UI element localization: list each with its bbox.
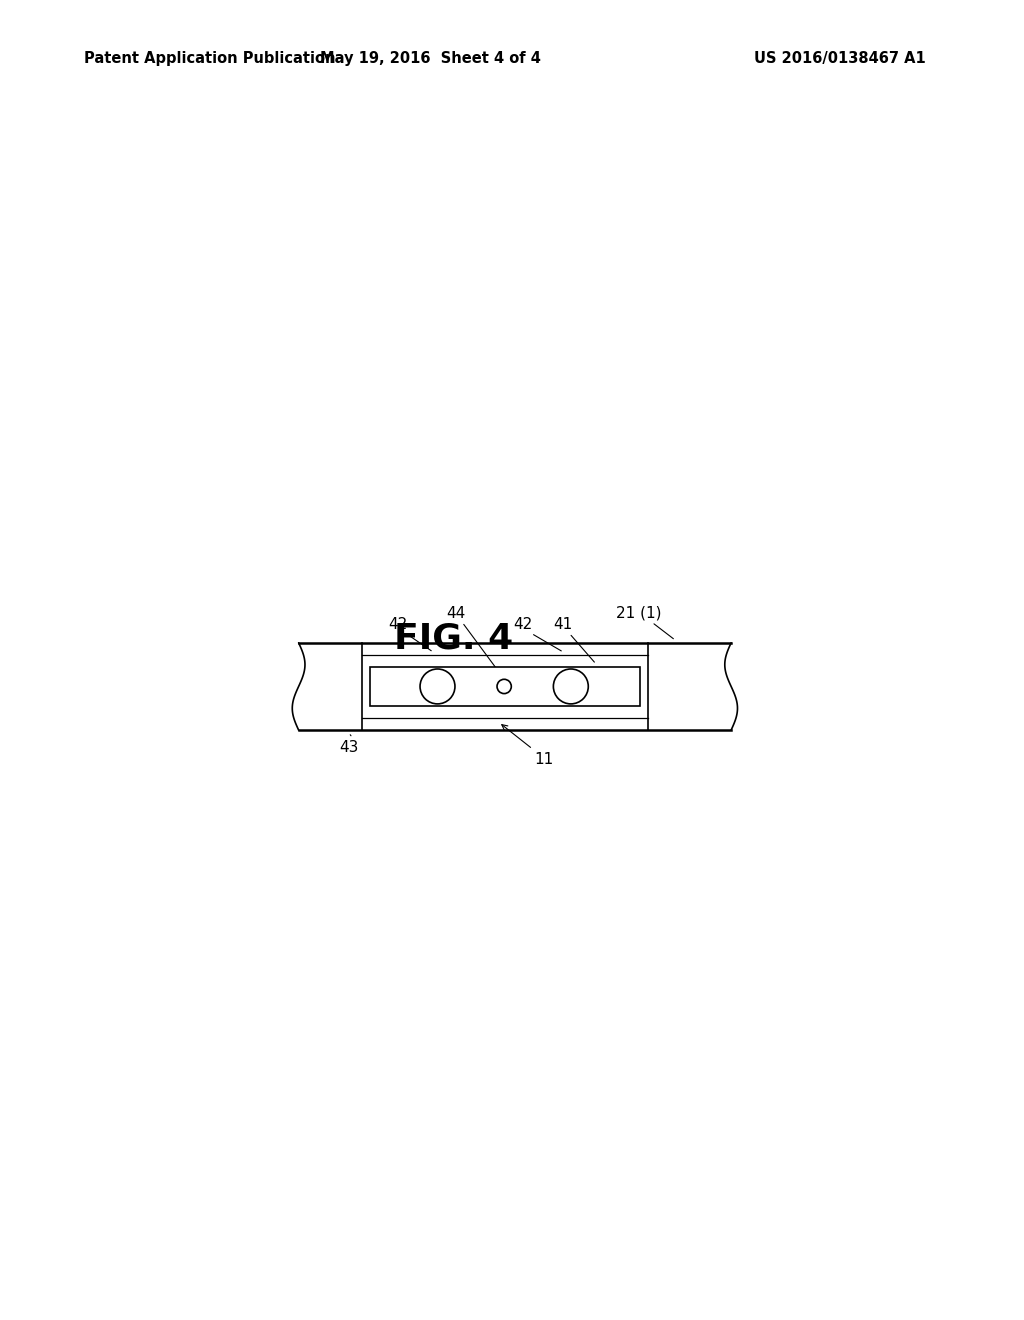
Bar — [370, 667, 640, 706]
Text: 42: 42 — [388, 618, 408, 632]
Text: 43: 43 — [339, 739, 358, 755]
Text: 11: 11 — [535, 751, 553, 767]
Text: 44: 44 — [446, 606, 465, 620]
Text: Patent Application Publication: Patent Application Publication — [84, 50, 336, 66]
Text: 21 (1): 21 (1) — [616, 606, 662, 620]
Text: FIG. 4: FIG. 4 — [394, 622, 513, 656]
Text: US 2016/0138467 A1: US 2016/0138467 A1 — [754, 50, 926, 66]
Text: 41: 41 — [553, 618, 572, 632]
Text: 42: 42 — [513, 618, 532, 632]
Text: May 19, 2016  Sheet 4 of 4: May 19, 2016 Sheet 4 of 4 — [319, 50, 541, 66]
